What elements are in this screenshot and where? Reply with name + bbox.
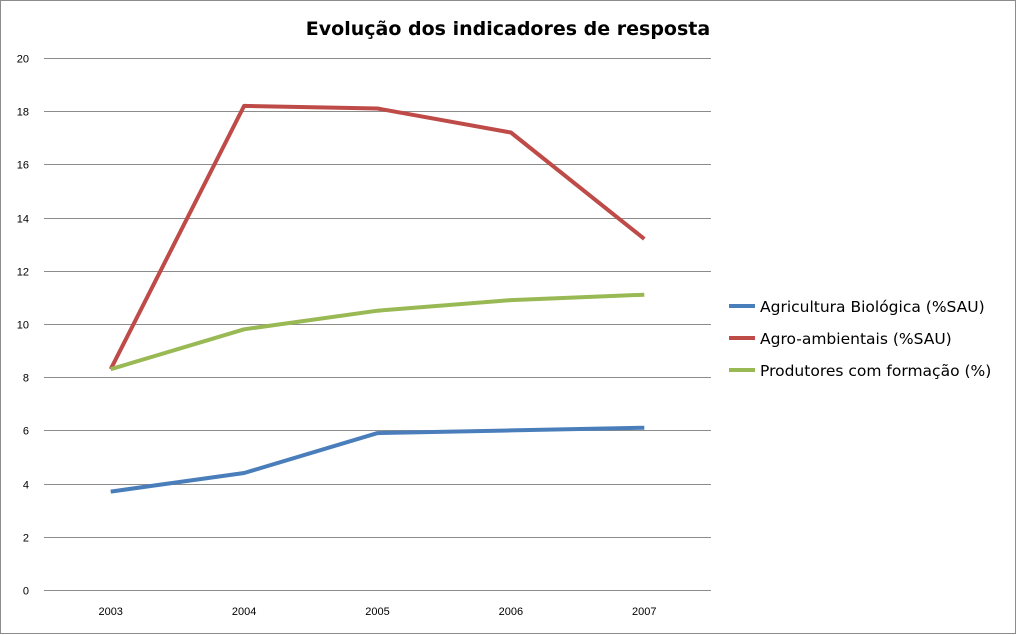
x-tick-label: 2007 [632, 606, 656, 618]
series-lines [111, 106, 645, 492]
chart-title: Evolução dos indicadores de resposta [306, 18, 710, 40]
legend: Agricultura Biológica (%SAU) Agro-ambient… [729, 298, 991, 380]
y-axis-tick-labels: 0 2 4 6 8 10 12 14 16 18 20 [17, 54, 29, 598]
legend-label: Agro-ambientais (%SAU) [760, 330, 952, 348]
y-tick-label: 16 [17, 160, 29, 172]
y-tick-label: 18 [17, 107, 29, 119]
series-line-2 [111, 106, 645, 369]
x-tick-label: 2003 [98, 606, 122, 618]
y-tick-label: 20 [17, 54, 29, 66]
x-tick-label: 2006 [499, 606, 523, 618]
y-tick-label: 10 [17, 320, 29, 332]
y-tick-label: 4 [23, 480, 29, 492]
legend-label: Produtores com formação (%) [760, 362, 991, 380]
x-axis-tick-labels: 2003 2004 2005 2006 2007 [98, 606, 656, 618]
y-tick-label: 14 [17, 214, 29, 226]
y-tick-label: 2 [23, 533, 29, 545]
series-line-1 [111, 428, 645, 492]
y-tick-label: 6 [23, 426, 29, 438]
series-line-3 [111, 295, 645, 370]
gridlines [44, 59, 711, 591]
x-tick-label: 2004 [232, 606, 256, 618]
y-tick-label: 0 [23, 586, 29, 598]
y-tick-label: 8 [23, 373, 29, 385]
x-tick-label: 2005 [365, 606, 389, 618]
legend-label: Agricultura Biológica (%SAU) [760, 298, 985, 316]
y-tick-label: 12 [17, 267, 29, 279]
